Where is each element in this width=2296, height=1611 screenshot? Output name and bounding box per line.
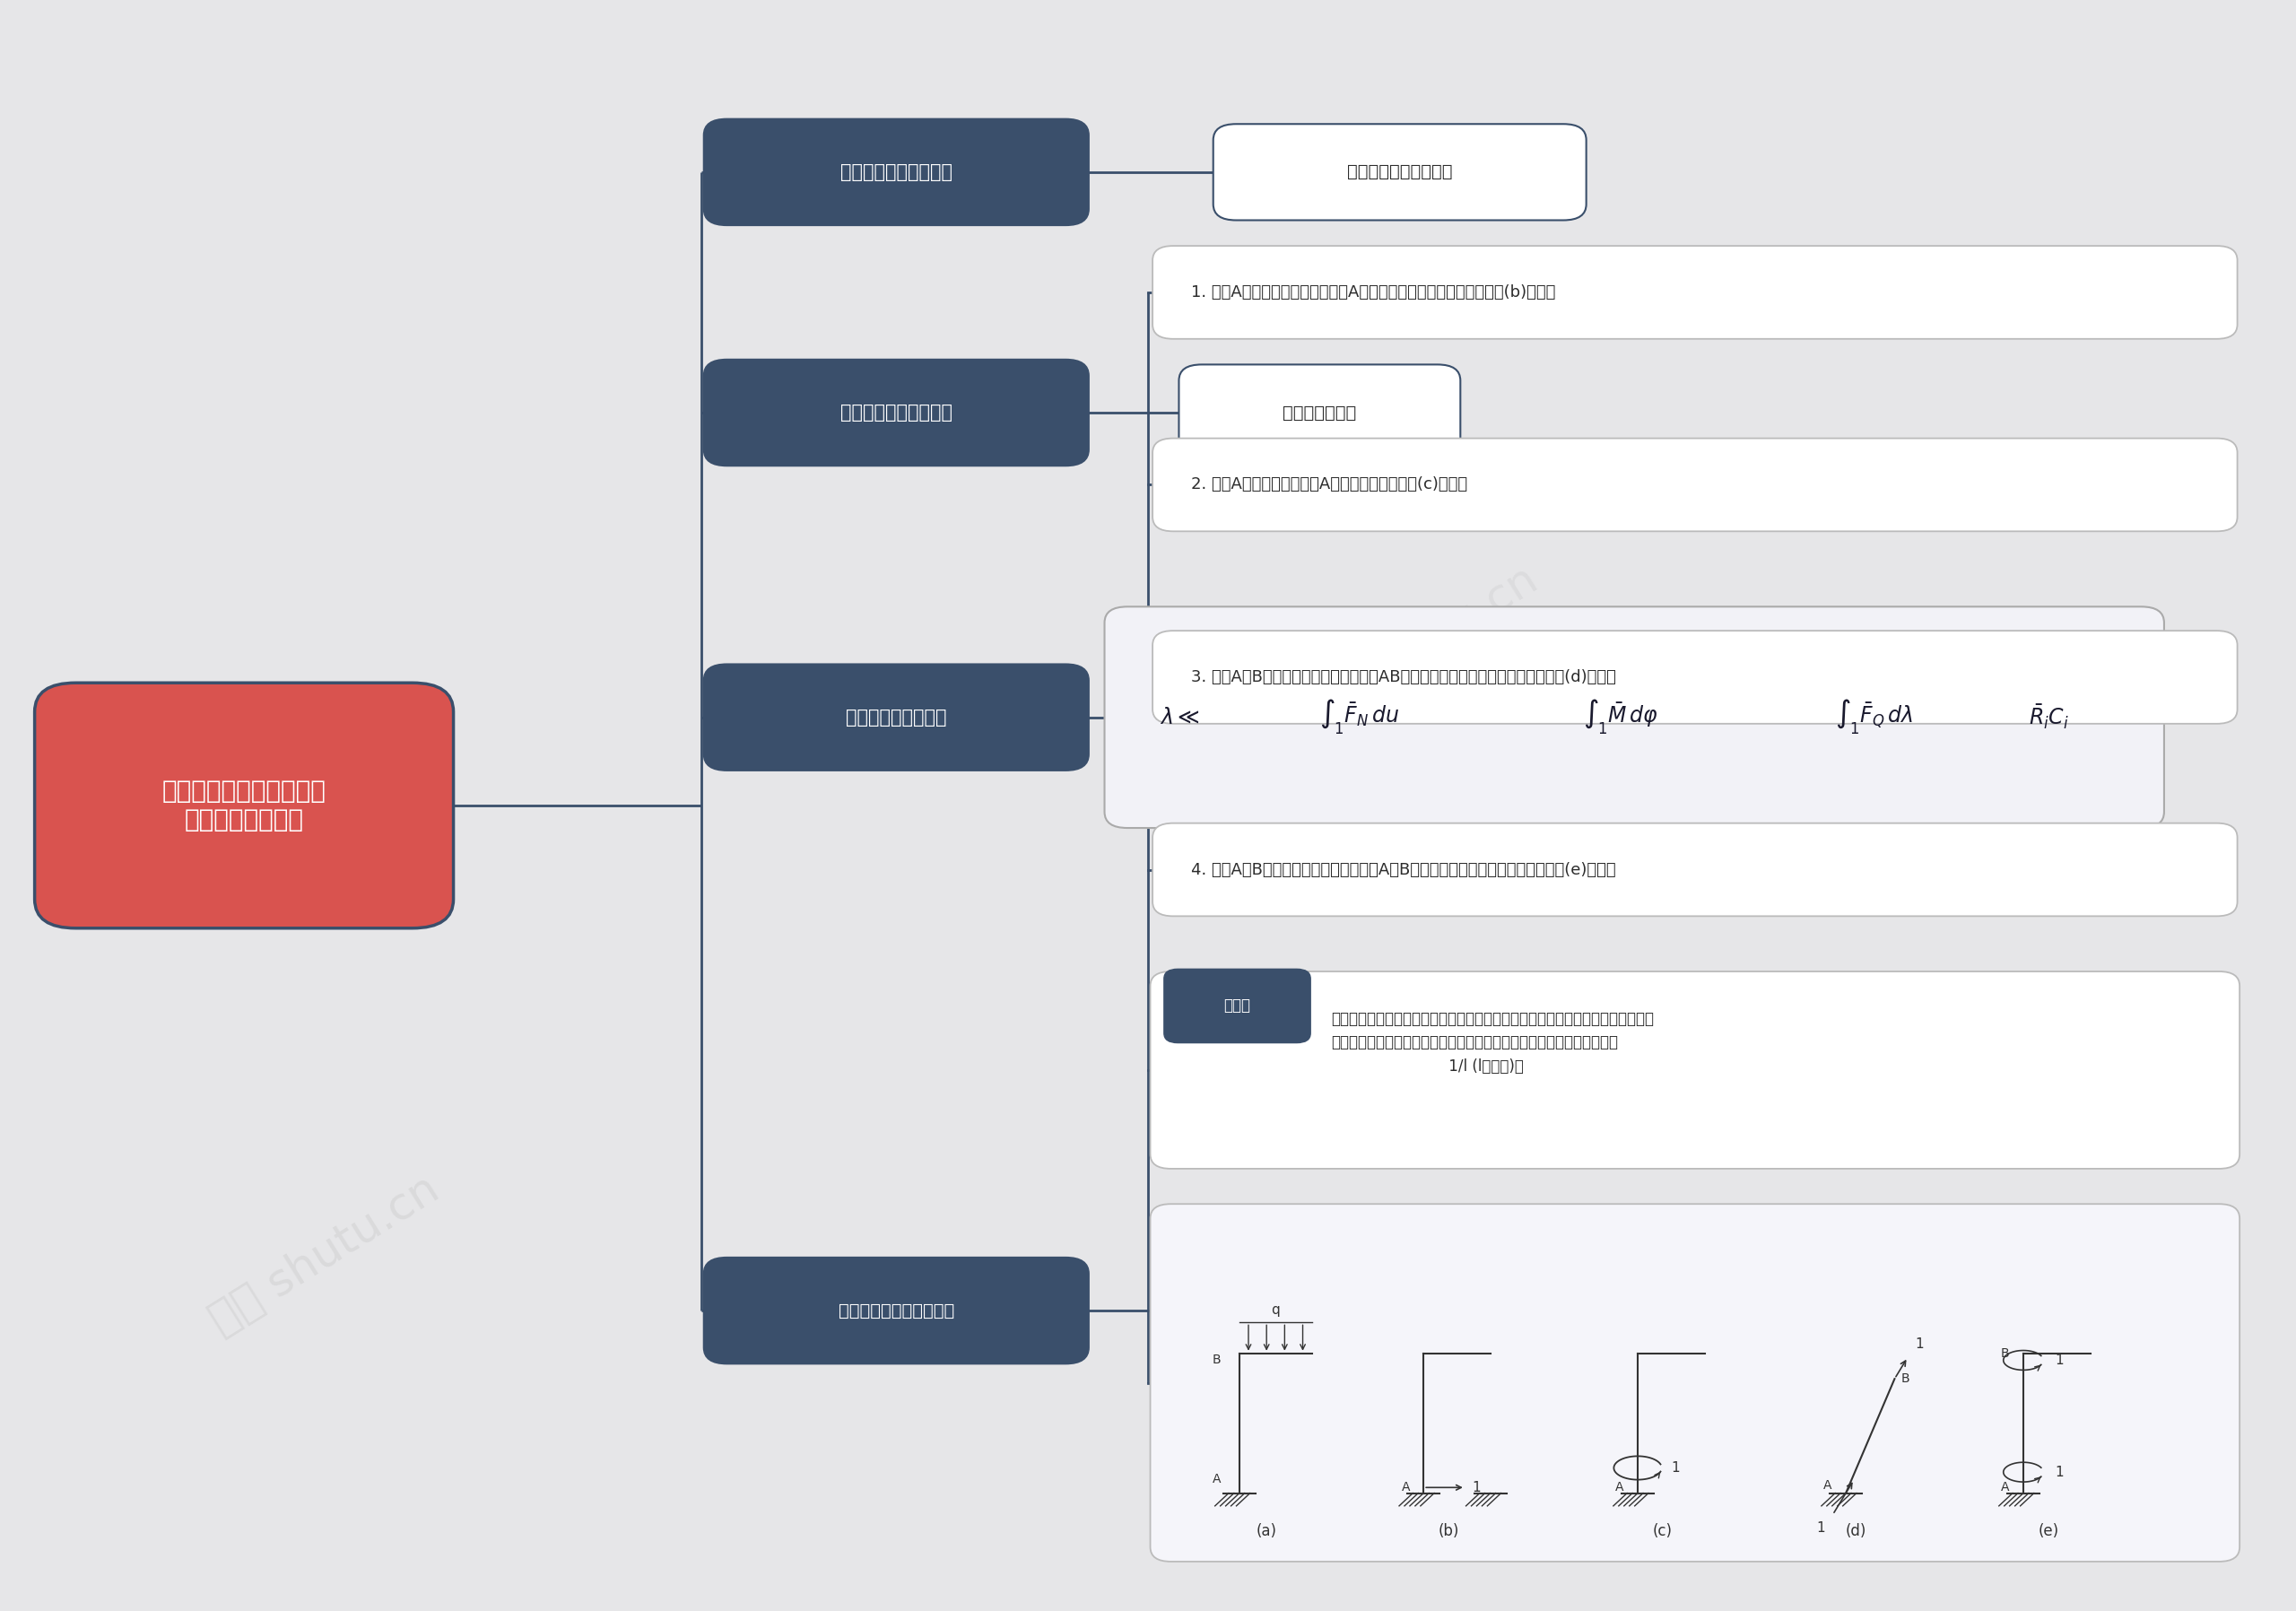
- Text: 结构力学知识点：结构位
移计算的一般公式: 结构力学知识点：结构位 移计算的一般公式: [163, 778, 326, 833]
- FancyBboxPatch shape: [34, 683, 452, 928]
- Text: (a): (a): [1256, 1522, 1277, 1539]
- Text: q: q: [1272, 1303, 1279, 1316]
- Text: B: B: [1901, 1373, 1910, 1385]
- FancyBboxPatch shape: [705, 1258, 1088, 1363]
- Text: 在计算桁架某杆件的角位移或某两个杆件的相对角位移时，虚单位力偶是设在相应
杆两端的且与杆轴垂直的一对大小相等方向相反得一对平行力，力的值为
          : 在计算桁架某杆件的角位移或某两个杆件的相对角位移时，虚单位力偶是设在相应 杆两端…: [1332, 1010, 1653, 1075]
- Text: A: A: [1401, 1481, 1410, 1493]
- Text: $\lambda \ll$: $\lambda \ll$: [1159, 707, 1199, 728]
- Text: $\bar{R}_i C_i$: $\bar{R}_i C_i$: [2030, 704, 2069, 731]
- FancyBboxPatch shape: [1153, 246, 2236, 338]
- FancyBboxPatch shape: [705, 359, 1088, 466]
- Text: 树图 shutu.cn: 树图 shutu.cn: [202, 1166, 445, 1342]
- Text: 1: 1: [1472, 1481, 1481, 1495]
- FancyBboxPatch shape: [1153, 632, 2236, 723]
- FancyBboxPatch shape: [1212, 124, 1587, 221]
- Text: A: A: [1823, 1479, 1832, 1492]
- FancyBboxPatch shape: [1164, 970, 1311, 1042]
- Text: 2. 欲求A点的角位移，应在A点加一单位力偶如图(c)所示；: 2. 欲求A点的角位移，应在A点加一单位力偶如图(c)所示；: [1192, 477, 1467, 493]
- Text: 1: 1: [2055, 1466, 2064, 1479]
- Text: A: A: [2002, 1481, 2009, 1493]
- Text: A: A: [1212, 1472, 1221, 1485]
- Text: B: B: [2002, 1347, 2009, 1360]
- Text: 树图 shutu.cn: 树图 shutu.cn: [1300, 557, 1545, 733]
- Text: 虚设单位荷载的几种情况: 虚设单位荷载的几种情况: [838, 1302, 955, 1319]
- FancyBboxPatch shape: [1104, 607, 2165, 828]
- Text: 树图 shutu.cn: 树图 shutu.cn: [1685, 1245, 1892, 1392]
- Text: 位移计算的一般公式: 位移计算的一般公式: [845, 709, 946, 727]
- Text: 虚设单位荷载法: 虚设单位荷载法: [1283, 404, 1357, 420]
- Text: (d): (d): [1846, 1522, 1867, 1539]
- FancyBboxPatch shape: [705, 664, 1088, 770]
- Text: A: A: [1616, 1481, 1623, 1493]
- Text: 变形体体系的虚功原理: 变形体体系的虚功原理: [1348, 164, 1453, 180]
- FancyBboxPatch shape: [1153, 438, 2236, 532]
- Text: B: B: [1212, 1353, 1221, 1366]
- Text: 3. 欲求A、B的相对线位移，应在两点沿AB连线方向加一对反向的单位集中力如图(d)所示；: 3. 欲求A、B的相对线位移，应在两点沿AB连线方向加一对反向的单位集中力如图(…: [1192, 669, 1616, 685]
- FancyBboxPatch shape: [1150, 971, 2239, 1168]
- Text: (b): (b): [1437, 1522, 1458, 1539]
- Text: 位移计算的基本原理：: 位移计算的基本原理：: [840, 163, 953, 180]
- Text: 说明：: 说明：: [1224, 997, 1251, 1013]
- Text: 1: 1: [1671, 1461, 1681, 1474]
- Text: 1. 欲求A点的水平线位移时，应在A点沿水平方向加一单位集中力如图(b)所示；: 1. 欲求A点的水平线位移时，应在A点沿水平方向加一单位集中力如图(b)所示；: [1192, 284, 1557, 300]
- Text: 1: 1: [1915, 1337, 1924, 1350]
- FancyBboxPatch shape: [1153, 823, 2236, 917]
- Text: $\int_1 \bar{F}_Q \, d\lambda$: $\int_1 \bar{F}_Q \, d\lambda$: [1835, 698, 1913, 736]
- Text: (e): (e): [2039, 1522, 2060, 1539]
- Text: 1: 1: [1816, 1521, 1825, 1535]
- FancyBboxPatch shape: [1178, 364, 1460, 461]
- Text: 4. 欲求A、B两截面的相对角位移，应在A、B两截面处加一对反向的单位力偶如图(e)所示。: 4. 欲求A、B两截面的相对角位移，应在A、B两截面处加一对反向的单位力偶如图(…: [1192, 862, 1616, 878]
- Text: $\int_1 \bar{F}_N \, du$: $\int_1 \bar{F}_N \, du$: [1320, 698, 1401, 736]
- Text: (c): (c): [1653, 1522, 1674, 1539]
- FancyBboxPatch shape: [705, 119, 1088, 226]
- FancyBboxPatch shape: [1150, 1203, 2239, 1561]
- Text: $\int_1 \bar{M} \, d\varphi$: $\int_1 \bar{M} \, d\varphi$: [1582, 698, 1658, 736]
- Text: 1: 1: [2055, 1353, 2064, 1368]
- Text: 位移计算的计算方法：: 位移计算的计算方法：: [840, 404, 953, 422]
